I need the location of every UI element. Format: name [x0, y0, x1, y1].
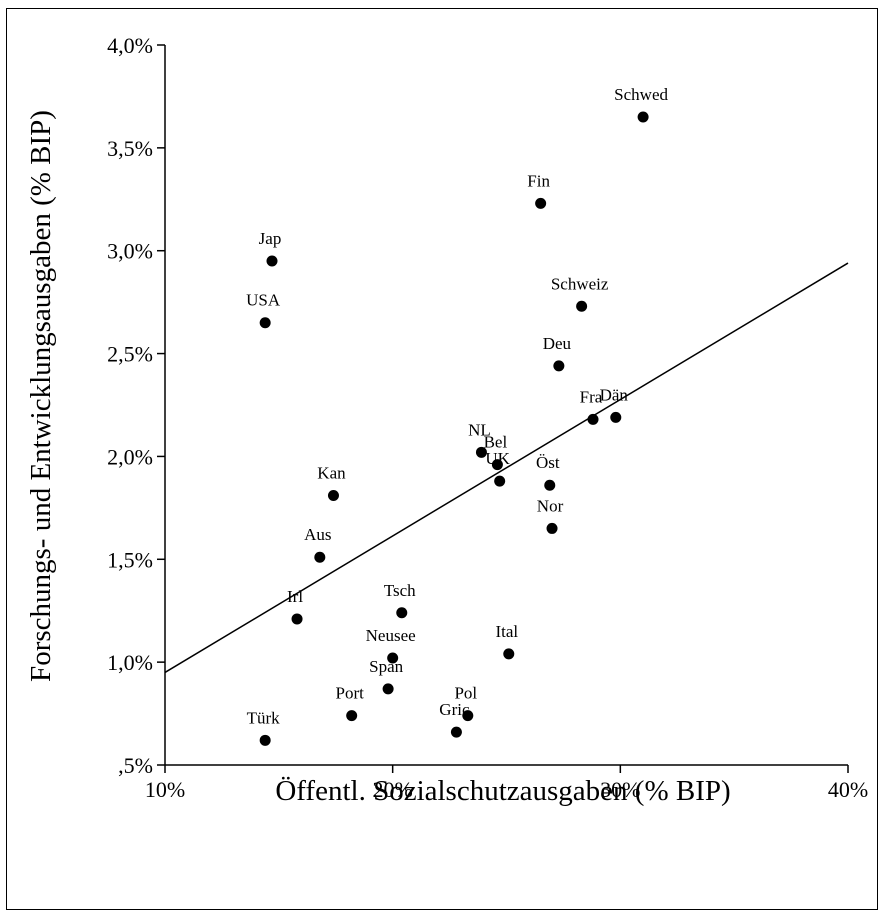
data-point	[503, 648, 515, 660]
y-tick-label: 3,5%	[107, 136, 153, 161]
point-label: Pol	[454, 684, 477, 703]
chart-frame	[6, 8, 878, 910]
point-label: Gric	[439, 700, 470, 719]
data-point	[546, 522, 558, 534]
data-point	[396, 607, 408, 619]
y-tick-label: ,5%	[118, 753, 153, 778]
y-tick-label: 2,0%	[107, 444, 153, 469]
x-axis-title: Öffentl. Sozialschutzausgaben (% BIP)	[275, 775, 730, 807]
x-tick-label: 30%	[600, 777, 640, 802]
point-label: Schwed	[614, 85, 668, 104]
point-label: Türk	[247, 708, 281, 727]
point-label: Dän	[600, 385, 629, 404]
data-point	[475, 446, 487, 458]
x-tick-label: 10%	[145, 777, 185, 802]
data-point	[327, 490, 339, 502]
trendline-layer	[164, 262, 849, 674]
point-label: Schweiz	[551, 274, 609, 293]
data-point	[346, 710, 358, 722]
point-label: Fra	[580, 387, 603, 406]
data-point	[494, 475, 506, 487]
y-tick-label: 4,0%	[107, 33, 153, 58]
axes	[164, 45, 848, 766]
data-point	[535, 197, 547, 209]
data-point	[382, 683, 394, 695]
point-label: UK	[485, 449, 510, 468]
data-point	[259, 317, 271, 329]
point-label: Deu	[543, 334, 572, 353]
trendline	[164, 262, 849, 674]
point-label: Fin	[527, 171, 550, 190]
point-label: Öst	[536, 453, 560, 472]
y-tick-label: 1,5%	[107, 547, 153, 572]
point-label: Irl	[287, 587, 303, 606]
data-point	[266, 255, 278, 267]
point-label: Jap	[259, 229, 282, 248]
y-tick-label: 1,0%	[107, 650, 153, 675]
data-point	[491, 459, 503, 471]
point-label: NL	[468, 420, 491, 439]
y-axis-title: Forschungs- und Entwicklungsausgaben (% …	[25, 110, 57, 682]
point-label: Ital	[495, 622, 518, 641]
data-point	[637, 111, 649, 123]
y-tick-label: 3,0%	[107, 239, 153, 264]
data-point	[314, 551, 326, 563]
y-tick-label: 2,5%	[107, 342, 153, 367]
point-label: Span	[369, 657, 404, 676]
point-label: Kan	[317, 464, 346, 483]
point-label: Nor	[537, 496, 564, 515]
data-point	[610, 411, 622, 423]
point-label: Neusee	[366, 626, 416, 645]
data-point	[553, 360, 565, 372]
data-point	[544, 479, 556, 491]
point-label: Bel	[484, 433, 508, 452]
x-tick-label: 40%	[828, 777, 868, 802]
data-point	[387, 652, 399, 664]
tick-layer: ,5% 1,0% 1,5% 2,0% 2,5% 3,0% 3,5% 4,0% 10% 20% 30%…	[107, 33, 868, 802]
data-point	[462, 710, 474, 722]
data-point	[576, 300, 588, 312]
data-point	[291, 613, 303, 625]
point-label: USA	[246, 291, 281, 310]
point-label: Tsch	[384, 581, 416, 600]
point-label: Aus	[304, 525, 331, 544]
data-point	[587, 413, 599, 425]
data-point	[259, 734, 271, 746]
point-label: Port	[336, 684, 365, 703]
data-point	[450, 726, 462, 738]
x-tick-label: 20%	[373, 777, 413, 802]
